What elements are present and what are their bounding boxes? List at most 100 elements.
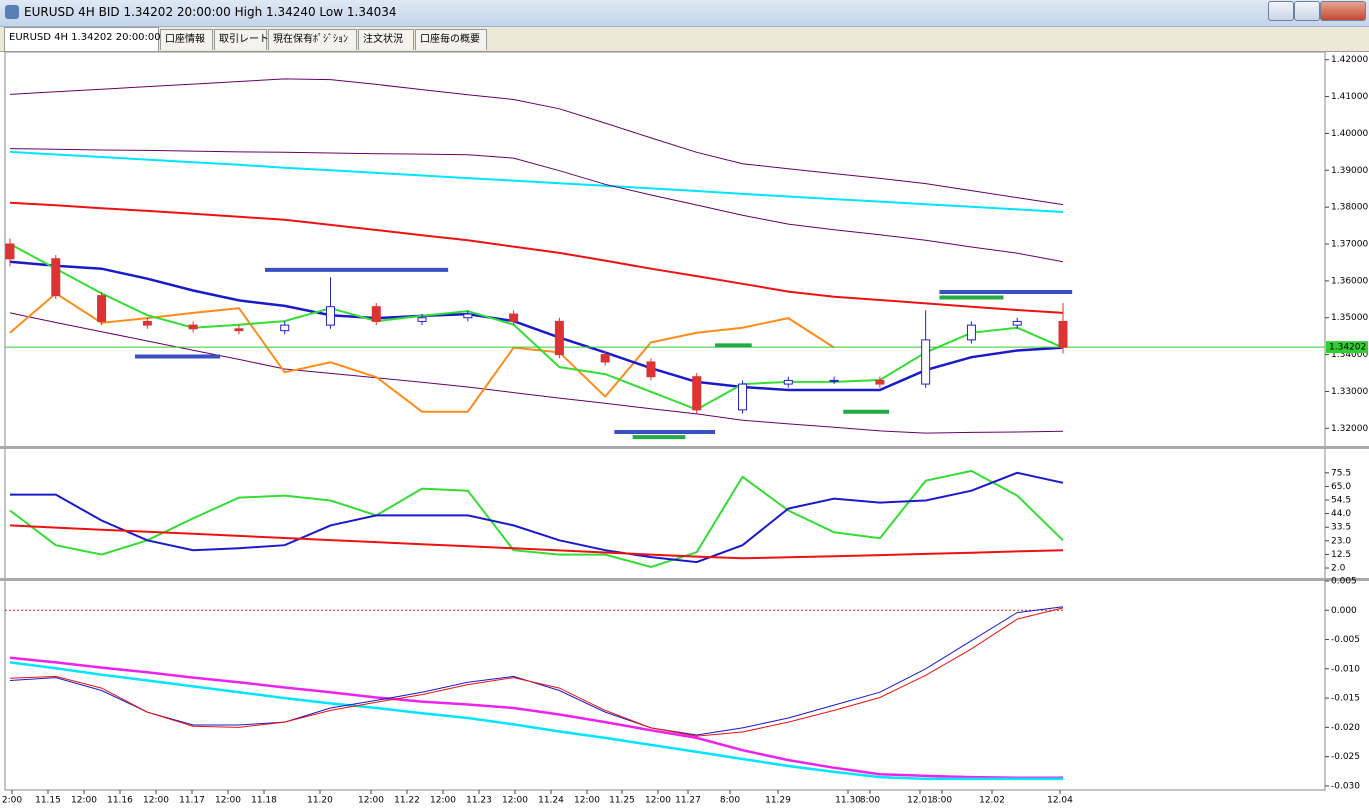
candle-body (142, 320, 152, 326)
indicator-line (9, 661, 1063, 781)
tab[interactable]: EURUSD 4H 1.34202 20:00:00 (4, 27, 161, 51)
chart-area: 1.42000 1.41000 1.40000 1.39000 1.38000 1.370… (0, 52, 1369, 806)
y-tick-label: -0.010 (1331, 664, 1360, 674)
candle-body (829, 379, 839, 382)
candle-body (234, 328, 244, 332)
x-tick-label: 12:00 (502, 796, 528, 806)
y-tick-label: 2.0 (1331, 564, 1346, 574)
y-tick-label: 33.5 (1331, 523, 1351, 533)
window-title: EURUSD 4H BID 1.34202 20:00:00 High 1.34… (24, 5, 397, 19)
candle-body (463, 313, 473, 319)
tab[interactable]: 取引レート (214, 29, 269, 50)
y-tick-label: 65.0 (1331, 482, 1351, 492)
x-tick-label: 11.27 (675, 796, 701, 806)
x-tick-label: 2:00 (2, 796, 22, 806)
y-tick-label: 1.38000 (1331, 203, 1368, 213)
indicator-line (9, 606, 1064, 736)
x-tick-label: 11.30 (835, 796, 861, 806)
candle-body (371, 306, 381, 322)
y-tick-label: 1.40000 (1331, 129, 1368, 139)
x-tick-label: 12.02 (979, 796, 1005, 806)
indicator-line (9, 260, 1064, 392)
bid-label: 1.34202 (1329, 343, 1366, 353)
candle-body (966, 324, 976, 341)
x-tick-label: 11.15 (35, 796, 61, 806)
y-tick-label: 1.33000 (1331, 387, 1368, 397)
x-tick-label: 12:00 (358, 796, 384, 806)
x-tick-label: 11.17 (179, 796, 205, 806)
indicator-line (9, 201, 1064, 314)
indicator-line (9, 607, 1064, 737)
tab[interactable]: 注文状況 (358, 29, 414, 50)
candle-body (921, 339, 931, 385)
candle-body (554, 320, 564, 356)
y-tick-label: -0.015 (1331, 694, 1360, 704)
app-icon (5, 5, 19, 19)
y-tick-label: -0.025 (1331, 752, 1360, 762)
x-tick-label: 12.01 (907, 796, 933, 806)
indicator-line (9, 243, 1064, 411)
candle-body (600, 354, 610, 363)
y-tick-label: 0.000 (1331, 606, 1357, 616)
y-tick-label: 1.41000 (1331, 92, 1368, 102)
title-bar: EURUSD 4H BID 1.34202 20:00:00 High 1.34… (0, 0, 1369, 27)
indicator-line (9, 150, 1064, 213)
candle-body (51, 258, 61, 297)
pane-separator (0, 578, 1369, 581)
candle-body (692, 376, 702, 411)
x-tick-label: 12:00 (71, 796, 97, 806)
bid-label-bg (1326, 341, 1368, 354)
indicator-line (9, 148, 1064, 263)
x-tick-label: 12:00 (143, 796, 169, 806)
y-tick-label: -0.005 (1331, 635, 1360, 645)
y-tick-label: 54.5 (1331, 496, 1351, 506)
x-tick-label: 12:00 (215, 796, 241, 806)
candle-body (188, 324, 198, 330)
candle-body (783, 379, 793, 385)
x-tick-label: 8:00 (720, 796, 740, 806)
candle-body (325, 306, 335, 326)
candle-body (417, 317, 427, 322)
tab-bar: EURUSD 4H 1.34202 20:00:00 口座情報 取引レート 現在保有ﾎ… (0, 27, 1369, 52)
y-tick-label: 1.39000 (1331, 166, 1368, 176)
x-tick-label: 11.16 (107, 796, 133, 806)
indicator-line (9, 524, 1064, 560)
y-tick-label: -0.030 (1331, 781, 1360, 791)
y-tick-label: 1.37000 (1331, 240, 1368, 250)
y-tick-label: 23.0 (1331, 536, 1351, 546)
minimize-button[interactable] (1268, 1, 1294, 21)
indicator-line (9, 312, 1064, 434)
y-tick-label: 1.32000 (1331, 424, 1368, 434)
x-tick-label: 12:00 (574, 796, 600, 806)
x-tick-label: 11.20 (307, 796, 333, 806)
tab[interactable]: 口座情報 (160, 29, 213, 50)
indicator-line (9, 469, 1064, 569)
candle-body (875, 379, 885, 385)
y-tick-label: 44.0 (1331, 509, 1351, 519)
x-tick-label: 12:00 (430, 796, 456, 806)
y-tick-label: 0.005 (1331, 577, 1357, 587)
x-tick-label: 8:00 (932, 796, 952, 806)
y-tick-label: 1.35000 (1331, 313, 1368, 323)
y-tick-label: -0.020 (1331, 723, 1360, 733)
candle-body (509, 313, 519, 322)
candle-body (738, 383, 748, 411)
x-tick-label: 11.29 (765, 796, 791, 806)
tab[interactable]: 口座毎の概要 (415, 29, 487, 50)
candle-body (280, 324, 290, 332)
pane-separator (0, 446, 1369, 449)
x-tick-label: 11.23 (466, 796, 492, 806)
x-tick-label: 11.25 (609, 796, 635, 806)
x-tick-label: 12:00 (645, 796, 671, 806)
close-button[interactable] (1320, 1, 1366, 21)
indicator-line (9, 656, 1063, 779)
tab[interactable]: 現在保有ﾎﾟｼﾞｼｮﾝ (268, 29, 357, 50)
indicator-line (10, 471, 1064, 564)
candle-body (97, 295, 107, 322)
candle-body (1012, 320, 1022, 326)
plot-frame (4, 52, 1326, 791)
y-tick-label: 1.42000 (1331, 55, 1368, 65)
x-tick-label: 12.04 (1047, 796, 1073, 806)
maximize-button[interactable] (1294, 1, 1320, 21)
